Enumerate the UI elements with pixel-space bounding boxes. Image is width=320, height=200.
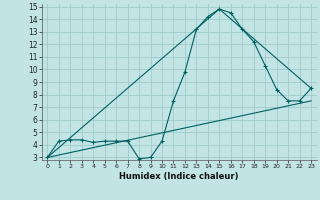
X-axis label: Humidex (Indice chaleur): Humidex (Indice chaleur) (119, 172, 239, 181)
